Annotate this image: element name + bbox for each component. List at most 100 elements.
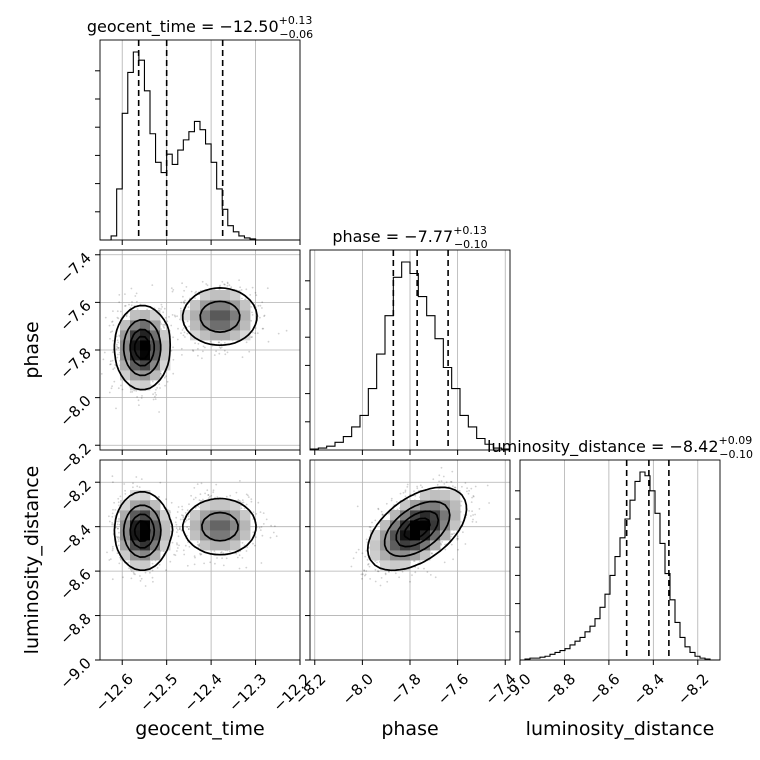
scatter-point bbox=[218, 341, 221, 344]
scatter-point bbox=[197, 505, 200, 508]
scatter-point bbox=[451, 470, 454, 473]
scatter-point bbox=[250, 319, 253, 322]
scatter-point bbox=[371, 521, 373, 524]
scatter-point bbox=[226, 282, 229, 285]
scatter-point bbox=[245, 341, 248, 344]
scatter-point bbox=[451, 533, 454, 536]
scatter-point bbox=[251, 314, 254, 316]
scatter-point bbox=[460, 521, 462, 523]
scatter-point bbox=[199, 493, 202, 496]
scatter-point bbox=[118, 334, 121, 337]
scatter-point bbox=[130, 577, 133, 580]
scatter-point bbox=[117, 317, 120, 320]
scatter-point bbox=[241, 542, 244, 544]
scatter-point bbox=[228, 284, 231, 287]
density-cell bbox=[150, 530, 161, 541]
scatter-point bbox=[398, 576, 400, 579]
ytick-label-phase: −7.8 bbox=[56, 344, 94, 382]
scatter-point bbox=[352, 557, 355, 560]
scatter-point bbox=[414, 494, 417, 497]
density-cell bbox=[140, 310, 151, 321]
scatter-point bbox=[174, 315, 177, 318]
scatter-point bbox=[163, 307, 166, 310]
density-cell bbox=[420, 540, 431, 551]
scatter-point bbox=[219, 284, 222, 287]
density-cell bbox=[230, 510, 241, 521]
panel-phase-hist bbox=[305, 249, 511, 455]
panel-content-geocent-time-vs-phase bbox=[100, 279, 288, 413]
title-luminosity-distance-value: −8.42 bbox=[669, 437, 718, 456]
scatter-point bbox=[178, 528, 181, 530]
scatter-point bbox=[138, 404, 140, 407]
scatter-point bbox=[116, 346, 119, 349]
scatter-point bbox=[116, 316, 119, 319]
density-cell bbox=[210, 530, 221, 541]
scatter-point bbox=[401, 570, 404, 573]
scatter-point bbox=[162, 324, 164, 326]
scatter-point bbox=[104, 316, 107, 319]
scatter-point bbox=[136, 308, 139, 310]
scatter-point bbox=[394, 572, 397, 575]
scatter-point bbox=[186, 332, 189, 335]
scatter-point bbox=[223, 283, 226, 286]
scatter-point bbox=[185, 519, 188, 522]
scatter-point bbox=[432, 478, 435, 481]
panel-content-geocent-time-vs-luminosity-distance bbox=[106, 475, 278, 587]
scatter-point bbox=[450, 481, 453, 483]
scatter-point bbox=[179, 526, 181, 529]
scatter-point bbox=[149, 571, 151, 574]
density-cell bbox=[370, 550, 381, 561]
scatter-point bbox=[404, 491, 407, 493]
scatter-point bbox=[111, 522, 114, 524]
scatter-point bbox=[186, 509, 189, 512]
density-cell bbox=[430, 520, 441, 531]
scatter-point bbox=[181, 514, 183, 516]
scatter-point bbox=[355, 551, 358, 554]
xtick-label-phase: −8.0 bbox=[339, 670, 377, 708]
scatter-point bbox=[201, 280, 204, 283]
scatter-point bbox=[381, 514, 384, 516]
density-cell bbox=[450, 500, 461, 511]
scatter-point bbox=[220, 346, 223, 348]
density-cell bbox=[210, 300, 221, 311]
density-cell bbox=[220, 510, 231, 521]
scatter-point bbox=[212, 489, 215, 492]
scatter-point bbox=[197, 342, 200, 345]
scatter-point bbox=[111, 320, 114, 323]
scatter-point bbox=[213, 550, 216, 552]
density-cell bbox=[240, 300, 251, 311]
contour-level-4 bbox=[133, 335, 151, 360]
scatter-point bbox=[134, 295, 137, 297]
density-cells bbox=[370, 490, 461, 571]
scatter-point bbox=[450, 543, 453, 546]
scatter-point bbox=[115, 407, 117, 410]
density-cell bbox=[120, 510, 131, 521]
density-cell bbox=[430, 510, 441, 521]
scatter-point bbox=[181, 505, 184, 508]
scatter-point bbox=[118, 517, 120, 520]
scatter-point bbox=[116, 523, 119, 526]
scatter-point bbox=[161, 306, 164, 308]
scatter-point bbox=[182, 516, 185, 519]
density-cell bbox=[440, 520, 451, 531]
scatter-point bbox=[160, 374, 163, 376]
density-cell bbox=[140, 380, 151, 391]
scatter-point bbox=[443, 483, 446, 485]
density-cell bbox=[160, 330, 171, 341]
xtick-label-geocent-time: −12.3 bbox=[225, 670, 270, 715]
scatter-point bbox=[254, 291, 257, 294]
scatter-point bbox=[255, 513, 258, 515]
scatter-point bbox=[170, 349, 173, 352]
scatter-point bbox=[259, 316, 261, 319]
scatter-point bbox=[188, 325, 191, 328]
scatter-point bbox=[441, 541, 443, 543]
density-cell bbox=[200, 510, 211, 521]
scatter-point bbox=[118, 531, 120, 534]
density-cell bbox=[140, 540, 151, 551]
scatter-point bbox=[103, 351, 106, 354]
scatter-point bbox=[112, 324, 115, 326]
scatter-point bbox=[471, 510, 473, 513]
scatter-point bbox=[187, 518, 190, 521]
density-cell bbox=[120, 540, 131, 551]
scatter-point bbox=[124, 489, 126, 492]
